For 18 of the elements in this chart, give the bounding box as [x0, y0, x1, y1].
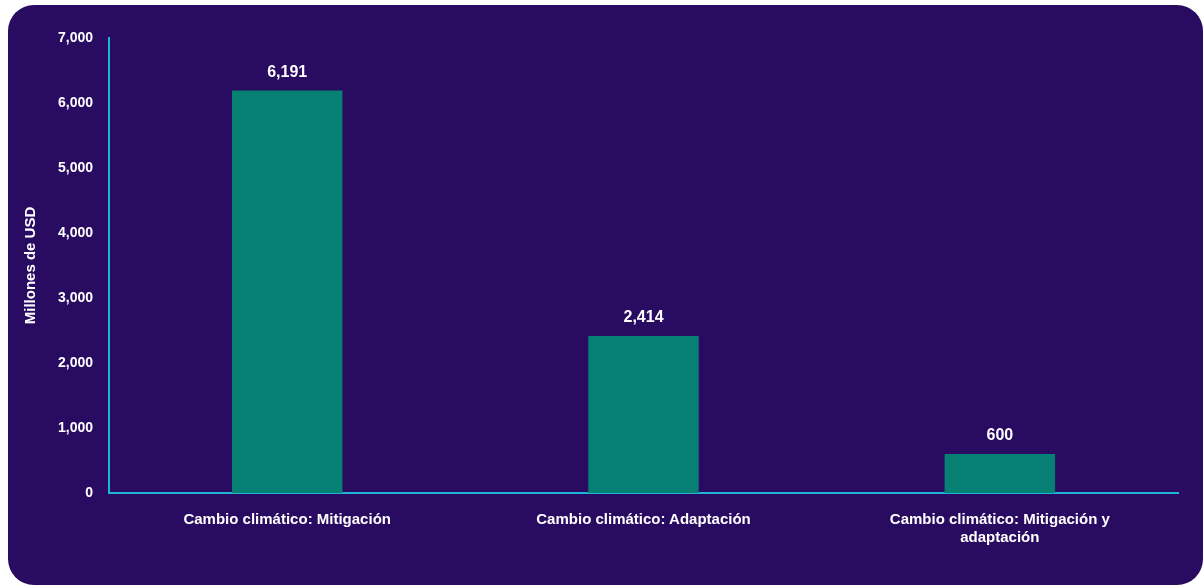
y-tick-label: 1,000 [57, 418, 94, 435]
y-tick-label: 4,000 [57, 223, 94, 240]
y-tick-label: 3,000 [57, 288, 94, 305]
y-tick-label: 5,000 [57, 158, 94, 175]
bar [944, 454, 1056, 493]
data-label: 2,414 [623, 308, 664, 326]
data-label: 600 [986, 426, 1014, 444]
x-tick-label: Cambio climático: Mitigación [183, 510, 391, 528]
x-tick-label: Cambio climático: Adaptación [536, 510, 751, 528]
bar [588, 336, 699, 493]
y-tick-label: 0 [85, 483, 94, 500]
y-axis-title: Millones de USD [21, 206, 39, 325]
y-tick-label: 2,000 [57, 353, 94, 370]
y-tick-label: 7,000 [57, 28, 94, 45]
bar [231, 90, 343, 493]
x-tick-label: Cambio climático: Mitigación y adaptación [889, 510, 1111, 546]
data-label: 6,191 [267, 62, 308, 80]
y-tick-label: 6,000 [57, 93, 94, 110]
